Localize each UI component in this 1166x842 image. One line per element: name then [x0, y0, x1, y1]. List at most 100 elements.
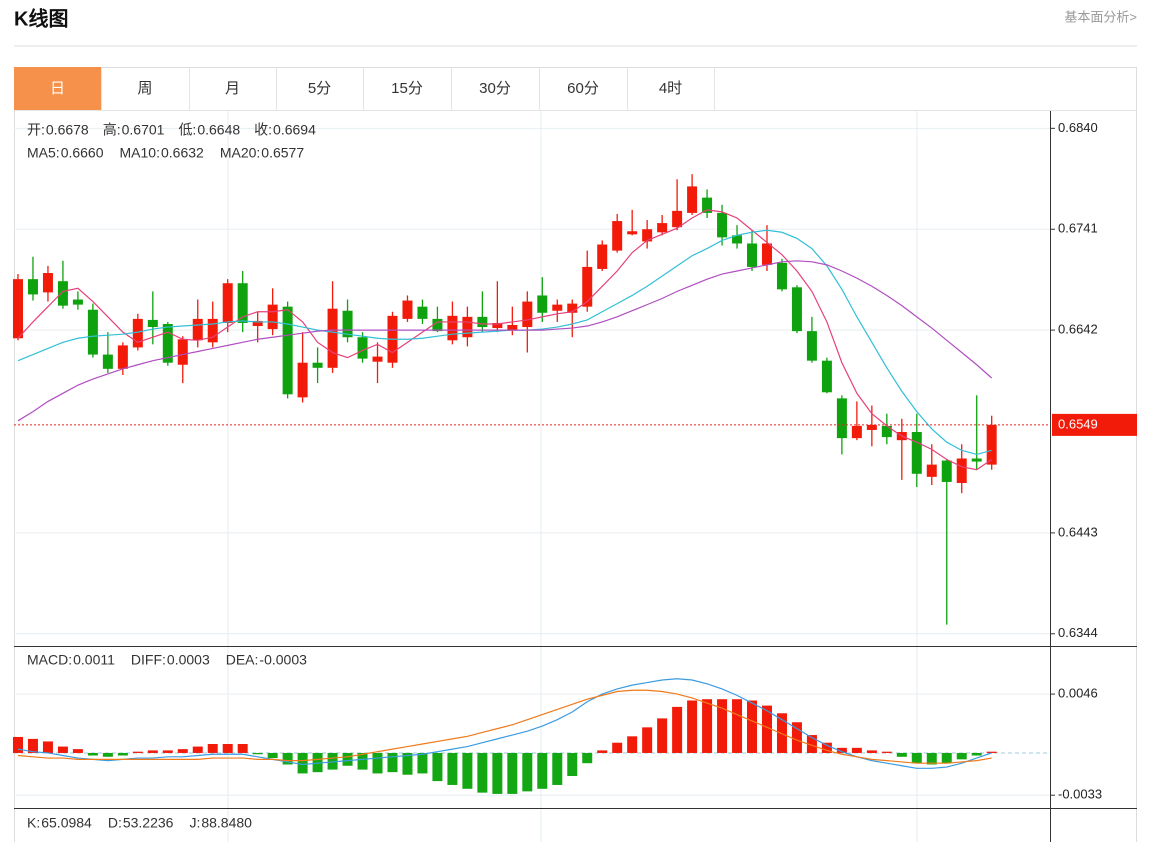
macd-bar: [432, 752, 443, 782]
macd-bar: [896, 752, 907, 757]
macd-bar: [747, 700, 758, 753]
candle-body: [297, 362, 308, 398]
candle-body: [597, 244, 608, 269]
macd-bar: [597, 750, 608, 753]
macd-bar: [207, 744, 218, 753]
macd-bar: [821, 742, 832, 753]
candle-body: [522, 301, 533, 328]
ohlc-value: 0.6701: [122, 122, 165, 138]
macd-bar: [462, 752, 473, 789]
ohlc-value: 0.6648: [197, 122, 240, 138]
indicator-line: [17, 678, 992, 769]
candle-body: [267, 304, 278, 330]
macd-bar: [717, 699, 728, 753]
macd-bar: [357, 752, 368, 770]
macd-bar: [567, 752, 578, 776]
indicator-line: [17, 209, 993, 471]
kdj-label: K:: [27, 815, 40, 831]
tab[interactable]: 5分: [308, 80, 331, 97]
candle-body: [102, 354, 113, 369]
tab-bar: 日 周 月 5分 15分 30分 60分 4时: [14, 67, 715, 110]
macd-bar: [986, 751, 997, 753]
tab[interactable]: 日: [50, 80, 65, 97]
candle-body: [87, 309, 98, 355]
macd-bar: [911, 752, 922, 764]
fundamental-link[interactable]: 基本面分析>: [1064, 9, 1137, 24]
ma-value: 0.6632: [161, 145, 204, 161]
macd-bar: [417, 752, 428, 774]
macd-bar: [926, 752, 937, 765]
macd-bar: [252, 752, 263, 755]
macd-bar: [282, 752, 293, 765]
tab[interactable]: 月: [225, 80, 240, 97]
candle-body: [282, 306, 293, 395]
ohlc-label: 开:: [27, 122, 45, 138]
chart-frame: [14, 67, 1137, 842]
macd-bar: [761, 705, 772, 753]
macd-bar: [402, 752, 413, 775]
candle-body: [552, 304, 563, 311]
macd-bar: [117, 752, 128, 756]
candle-body: [851, 425, 862, 439]
macd-bar: [582, 752, 593, 764]
indicator-line: [17, 689, 992, 764]
macd-bar: [177, 749, 188, 753]
tab[interactable]: 30分: [479, 80, 511, 97]
macd-bar: [372, 752, 383, 774]
candle-body: [866, 424, 877, 430]
tab[interactable]: 60分: [567, 80, 599, 97]
macd-bar: [791, 722, 802, 753]
candle-body: [327, 308, 338, 368]
tab[interactable]: 15分: [391, 80, 423, 97]
macd-bar: [57, 746, 68, 753]
candle-body: [672, 210, 683, 228]
candle-body: [881, 425, 892, 438]
candle-body: [372, 356, 383, 362]
candle-body: [402, 300, 413, 319]
candle-body: [821, 360, 832, 393]
tab[interactable]: 4时: [659, 80, 682, 97]
candle-body: [12, 279, 23, 339]
macd-bar: [866, 750, 877, 753]
macd-value: 0.0011: [73, 652, 115, 668]
macd-bar: [267, 752, 278, 759]
macd-bar: [147, 750, 158, 753]
macd-label: DIFF:: [131, 652, 166, 668]
ohlc-label: 低:: [178, 122, 196, 138]
ma-value: 0.6577: [261, 145, 304, 161]
candle-body: [911, 432, 922, 474]
candle-body: [537, 295, 548, 313]
macd-bar: [642, 727, 653, 753]
macd-bar: [102, 752, 113, 757]
ma-value: 0.6660: [61, 145, 104, 161]
ohlc-label: 收:: [254, 122, 272, 138]
candle-body: [507, 325, 518, 331]
macd-bar: [627, 736, 638, 753]
candle-body: [702, 197, 713, 213]
candle-body: [941, 460, 952, 482]
indicator-line: [17, 260, 993, 422]
macd-bar: [732, 699, 743, 753]
macd-bar: [702, 699, 713, 753]
candle-body: [192, 318, 203, 341]
candle-body: [342, 310, 353, 338]
candle-body: [971, 458, 982, 462]
kdj-value: 88.8480: [201, 815, 252, 831]
kdj-label: J:: [189, 815, 200, 831]
candle-body: [237, 283, 248, 323]
last-price-label: 0.6549: [1058, 416, 1098, 431]
macd-bar: [42, 741, 53, 753]
y-tick-label: 0.6344: [1058, 625, 1098, 640]
candle-body: [732, 235, 743, 244]
macd-bar: [881, 751, 892, 753]
macd-bar: [27, 738, 38, 753]
candle-body: [42, 273, 53, 293]
macd-bar: [447, 752, 458, 785]
tab[interactable]: 周: [137, 80, 152, 97]
candle-body: [791, 287, 802, 332]
candle-body: [252, 320, 263, 327]
macd-bar: [297, 752, 308, 774]
candle-body: [132, 318, 143, 348]
macd-value: 0.0003: [167, 652, 210, 668]
kdj-value: 53.2236: [123, 815, 174, 831]
